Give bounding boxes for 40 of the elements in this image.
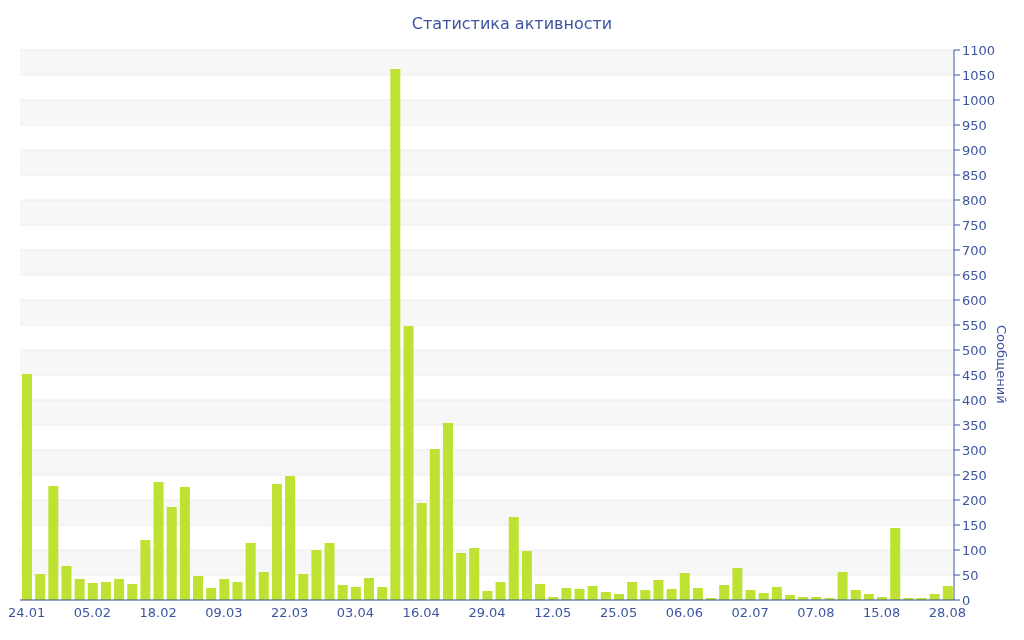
- x-tick-label: 05.02: [73, 605, 111, 621]
- y-tick-label: 1000: [962, 92, 996, 108]
- y-tick-label: 800: [962, 192, 987, 208]
- y-axis-title: Сообщений: [994, 325, 1010, 404]
- x-tick-label: 06.06: [665, 605, 703, 621]
- x-tick-label: 28.08: [928, 605, 967, 621]
- y-tick-label: 200: [962, 492, 987, 508]
- y-tick-label: 850: [962, 167, 987, 183]
- x-tick-label: 09.03: [205, 605, 243, 621]
- x-tick-label: 02.07: [731, 605, 769, 621]
- x-tick-label: 18.02: [139, 605, 177, 621]
- y-tick-label: 300: [962, 442, 987, 458]
- x-tick-label: 15.08: [863, 605, 901, 621]
- y-tick-label: 550: [962, 317, 987, 333]
- y-tick-label: 650: [962, 267, 987, 283]
- y-tick-label: 450: [962, 367, 987, 383]
- y-tick-label: 600: [962, 292, 987, 308]
- x-tick-label: 12.05: [534, 605, 572, 621]
- x-tick-label: 25.05: [599, 605, 638, 621]
- x-tick-label: 29.04: [468, 605, 506, 621]
- y-tick-label: 500: [962, 342, 987, 358]
- y-tick-label: 1100: [962, 42, 996, 58]
- y-tick-label: 900: [962, 142, 987, 158]
- y-tick-label: 1050: [962, 67, 996, 83]
- x-tick-label: 24.01: [7, 605, 46, 621]
- y-tick-label: 950: [962, 117, 987, 133]
- y-tick-label: 750: [962, 217, 987, 233]
- x-tick-label: 03.04: [336, 605, 375, 621]
- y-tick-label: 350: [962, 417, 987, 433]
- x-tick-label: 22.03: [271, 605, 309, 621]
- chart-title: Статистика активности: [410, 14, 614, 33]
- y-tick-label: 700: [962, 242, 987, 258]
- y-tick-label: 100: [962, 542, 987, 558]
- y-tick-label: 150: [962, 517, 987, 533]
- y-tick-label: 250: [962, 467, 987, 483]
- y-tick-label: 400: [962, 392, 987, 408]
- y-tick-label: 50: [962, 567, 979, 583]
- x-tick-label: 16.04: [402, 605, 440, 621]
- y-tick-label: 0: [962, 592, 971, 608]
- x-tick-label: 07.08: [797, 605, 835, 621]
